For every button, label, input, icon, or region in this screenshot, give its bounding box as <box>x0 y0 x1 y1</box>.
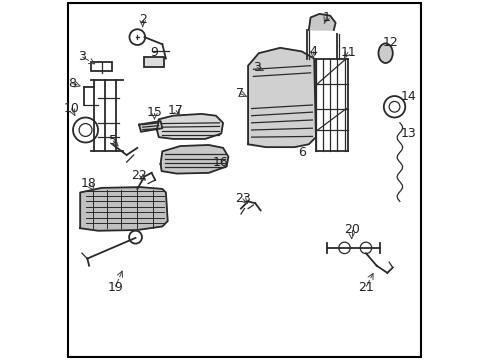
Text: 5: 5 <box>109 134 117 147</box>
Text: 6: 6 <box>297 146 305 159</box>
Text: 3: 3 <box>253 61 261 74</box>
Polygon shape <box>160 145 228 174</box>
Text: 11: 11 <box>340 46 355 59</box>
Bar <box>260 66 285 76</box>
Polygon shape <box>139 121 162 132</box>
Text: 14: 14 <box>399 90 415 103</box>
Text: 10: 10 <box>63 102 79 115</box>
Text: 1: 1 <box>322 11 330 24</box>
Text: 2: 2 <box>139 13 146 26</box>
Text: 12: 12 <box>382 36 398 49</box>
Text: 19: 19 <box>107 281 123 294</box>
Polygon shape <box>308 14 335 30</box>
Bar <box>144 57 164 67</box>
Text: 8: 8 <box>68 77 76 90</box>
Text: 15: 15 <box>146 105 162 119</box>
Text: 18: 18 <box>81 177 97 190</box>
Text: 16: 16 <box>212 156 227 168</box>
Text: 7: 7 <box>235 87 244 100</box>
Text: 3: 3 <box>78 50 86 63</box>
Text: 17: 17 <box>168 104 183 117</box>
Text: 13: 13 <box>400 127 416 140</box>
Text: 4: 4 <box>309 45 317 58</box>
Text: 22: 22 <box>131 169 147 182</box>
Text: 21: 21 <box>357 281 373 294</box>
Ellipse shape <box>378 43 392 63</box>
Text: 20: 20 <box>343 223 359 236</box>
Polygon shape <box>80 187 167 231</box>
Text: 23: 23 <box>234 192 250 205</box>
Bar <box>91 62 112 71</box>
Text: 9: 9 <box>150 46 158 59</box>
Polygon shape <box>157 114 223 139</box>
Polygon shape <box>247 48 315 147</box>
